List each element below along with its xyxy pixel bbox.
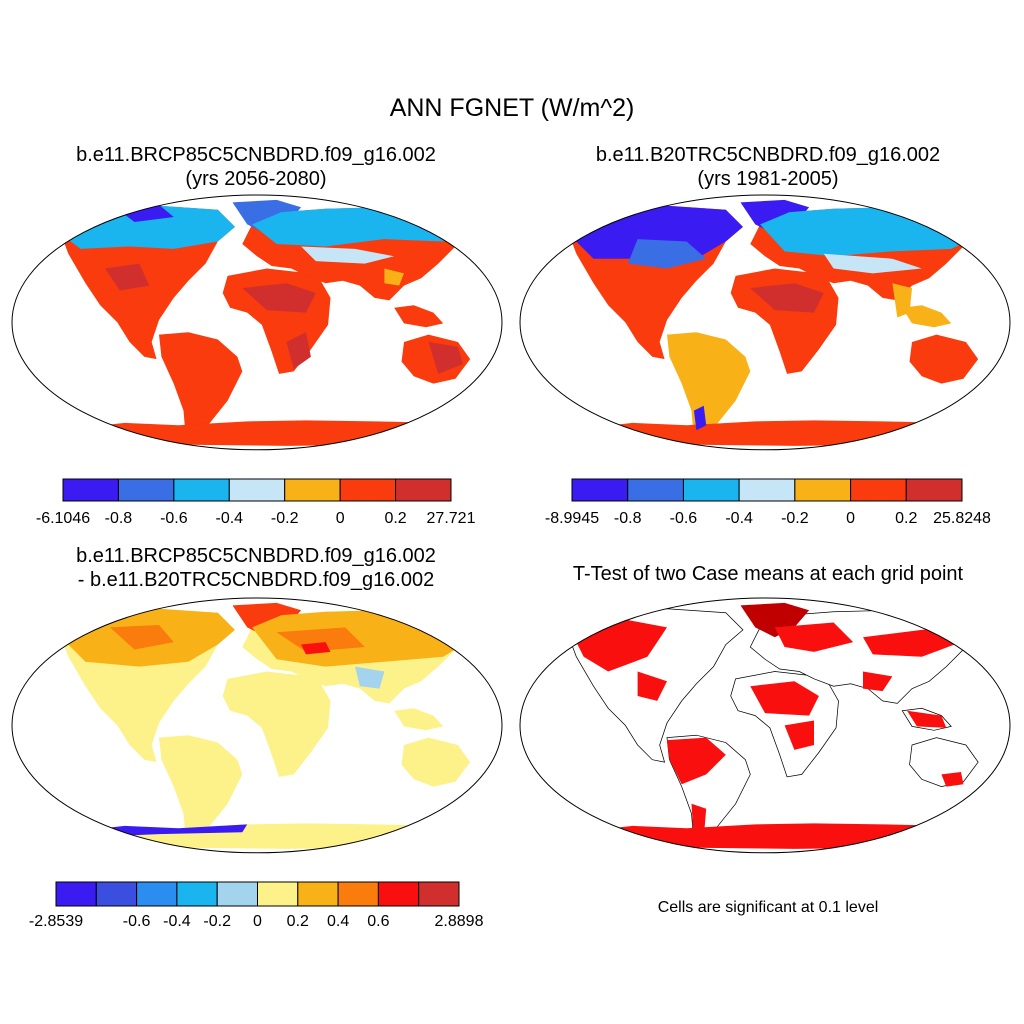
colorbar-3-swatch-1 (95, 881, 138, 907)
colorbar-1-swatch-3 (228, 478, 286, 502)
colorbar-3-label-3: -0.4 (163, 913, 191, 930)
colorbar-1-label-6: 0.2 (384, 510, 406, 527)
colorbar-3-label-0: -2.8539 (29, 913, 83, 930)
colorbar-1-swatch-0 (62, 478, 119, 502)
colorbar-2-label-3: -0.4 (725, 510, 753, 527)
colorbar-3-swatch-6 (297, 881, 339, 907)
colorbar-2-swatch-0 (571, 478, 629, 502)
colorbar-2-label-4: -0.2 (781, 510, 809, 527)
colorbar-2-swatch-6 (905, 478, 963, 502)
significance-footnote: Cells are significant at 0.1 level (657, 899, 879, 916)
colorbar-3-swatch-3 (176, 881, 218, 907)
colorbar-3-label-7: 0.4 (327, 913, 349, 930)
colorbar-3-label-10: 2.8898 (435, 913, 484, 930)
colorbar-3-swatch-5 (257, 881, 299, 907)
colorbar-2-swatch-4 (794, 478, 852, 502)
map-panel-4 (519, 597, 1011, 854)
colorbar-2-swatch-1 (627, 478, 684, 502)
colorbar-3-swatch-0 (55, 881, 97, 907)
colorbar-1-label-5: 0 (336, 510, 345, 527)
colorbar-2-swatch-5 (850, 478, 907, 502)
colorbar-1-label-0: -6.1046 (36, 510, 90, 527)
colorbar-3-label-8: 0.6 (367, 913, 389, 930)
colorbar-2-label-5: 0 (846, 510, 855, 527)
panel4-title-line1: T-Test of two Case means at each grid po… (572, 563, 964, 585)
colorbar-1-swatch-2 (173, 478, 230, 502)
panel1-title: b.e11.BRCP85C5CNBDRD.f09_g16.002 (yrs 20… (0, 143, 512, 191)
panel3-title-line2: - b.e11.B20TRC5CNBDRD.f09_g16.002 (77, 569, 435, 591)
panel2-title: b.e11.B20TRC5CNBDRD.f09_g16.002 (yrs 198… (512, 143, 1024, 191)
colorbar-2-swatch-3 (738, 478, 796, 502)
colorbar-3-swatch-2 (136, 881, 178, 907)
panel1-title-line2: (yrs 2056-2080) (185, 168, 327, 190)
colorbar-3-label-4: -0.2 (203, 913, 231, 930)
figure-title: ANN FGNET (W/m^2) (389, 94, 635, 122)
colorbar-1-label-1: -0.8 (105, 510, 133, 527)
map-panel-2 (519, 194, 1011, 451)
panel3-title-line1: b.e11.BRCP85C5CNBDRD.f09_g16.002 (76, 545, 436, 567)
colorbar-1-swatch-5 (339, 478, 397, 502)
map-panel-1 (11, 194, 503, 451)
colorbar-3-label-6: 0.2 (287, 913, 309, 930)
colorbar-3-swatch-9 (418, 881, 460, 907)
colorbar-1-swatch-6 (395, 478, 452, 502)
colorbar-1-label-2: -0.6 (160, 510, 188, 527)
colorbar-1-swatch-4 (284, 478, 341, 502)
panel4-title: T-Test of two Case means at each grid po… (512, 562, 1024, 586)
colorbar-2-label-1: -0.8 (614, 510, 642, 527)
panel2-title-line1: b.e11.B20TRC5CNBDRD.f09_g16.002 (595, 144, 941, 166)
colorbar-3-label-2: -0.6 (123, 913, 151, 930)
colorbar-1-label-3: -0.4 (215, 510, 243, 527)
colorbar-3-swatch-7 (337, 881, 379, 907)
colorbar-3-swatch-4 (216, 881, 258, 907)
colorbar-1-label-7: 27.721 (427, 510, 476, 527)
colorbar-2-label-0: -8.9945 (545, 510, 599, 527)
colorbar-3-swatch-8 (377, 881, 420, 907)
colorbar-3-label-5: 0 (253, 913, 262, 930)
colorbar-2-label-2: -0.6 (670, 510, 698, 527)
colorbar-2-label-6: 0.2 (895, 510, 917, 527)
colorbar-panel-3: -2.8539 -0.6 -0.4 -0.2 0 0.2 0.4 0.6 2.8898 (29, 881, 484, 930)
colorbar-1-swatch-1 (117, 478, 175, 502)
colorbar-panel-1: -6.1046 -0.8 -0.6 -0.4 -0.2 0 0.2 27.721 (36, 478, 476, 527)
colorbar-2-label-7: 25.8248 (933, 510, 991, 527)
panel3-title: b.e11.BRCP85C5CNBDRD.f09_g16.002 - b.e11… (0, 544, 512, 592)
colorbar-panel-2: -8.9945 -0.8 -0.6 -0.4 -0.2 0 0.2 25.8248 (545, 478, 991, 527)
panel2-title-line2: (yrs 1981-2005) (697, 168, 839, 190)
colorbar-1-label-4: -0.2 (271, 510, 299, 527)
panel1-title-line1: b.e11.BRCP85C5CNBDRD.f09_g16.002 (76, 144, 436, 166)
map-panel-3 (11, 597, 503, 854)
colorbar-2-swatch-2 (682, 478, 740, 502)
